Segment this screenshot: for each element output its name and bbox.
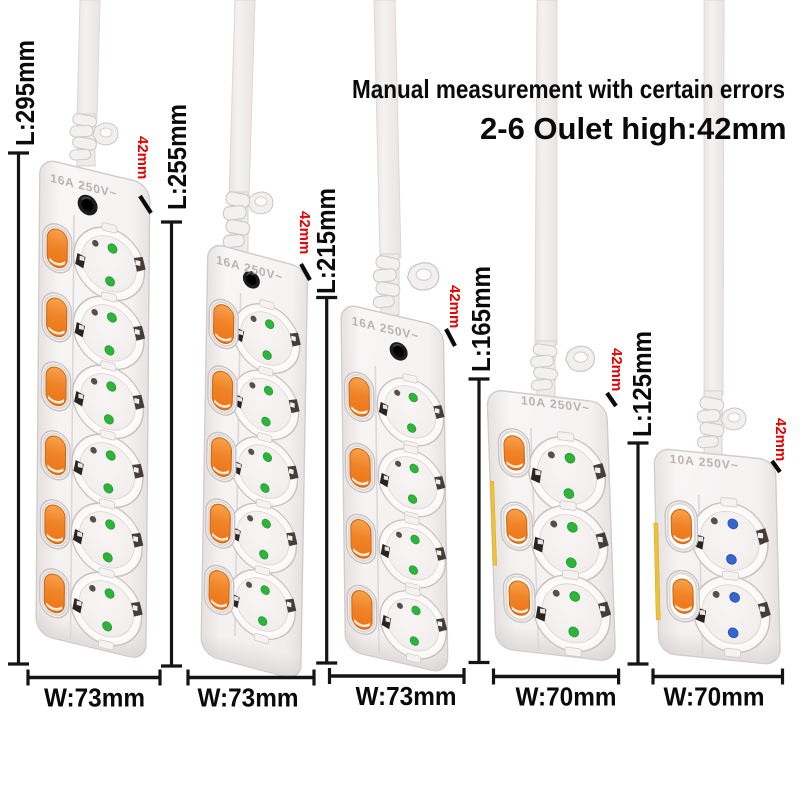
svg-text:W:73mm: W:73mm — [198, 683, 299, 713]
svg-text:10A 250V~: 10A 250V~ — [670, 452, 739, 473]
svg-text:L:255mm: L:255mm — [164, 104, 192, 210]
svg-text:42mm: 42mm — [296, 211, 313, 254]
svg-text:L:215mm: L:215mm — [313, 188, 341, 294]
svg-text:W:73mm: W:73mm — [44, 683, 145, 713]
svg-text:L:165mm: L:165mm — [468, 266, 496, 372]
svg-text:42mm: 42mm — [134, 136, 151, 179]
svg-text:42mm: 42mm — [772, 418, 789, 461]
svg-text:2-6 Oulet high:42mm: 2-6 Oulet high:42mm — [480, 111, 787, 146]
svg-text:42mm: 42mm — [608, 348, 625, 391]
svg-text:W:70mm: W:70mm — [516, 682, 617, 712]
svg-text:W:73mm: W:73mm — [356, 681, 457, 711]
svg-text:W:70mm: W:70mm — [664, 682, 765, 712]
svg-text:Manual measurement with certai: Manual measurement with certain errors — [352, 74, 785, 104]
svg-text:L:125mm: L:125mm — [629, 331, 657, 437]
svg-text:42mm: 42mm — [446, 285, 463, 328]
svg-text:L:295mm: L:295mm — [12, 40, 40, 146]
